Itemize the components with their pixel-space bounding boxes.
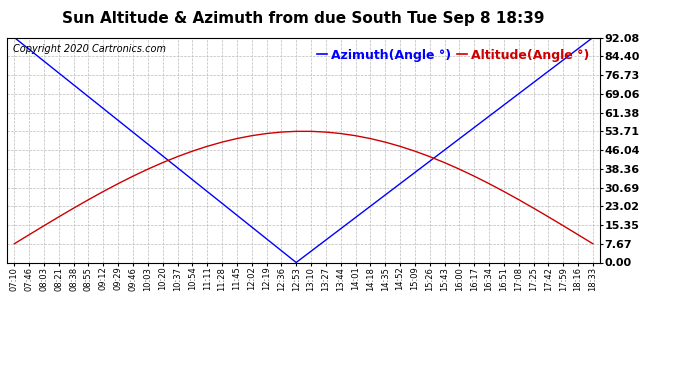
Text: Copyright 2020 Cartronics.com: Copyright 2020 Cartronics.com — [13, 44, 166, 54]
Legend: Azimuth(Angle °), Altitude(Angle °): Azimuth(Angle °), Altitude(Angle °) — [312, 44, 594, 67]
Text: Sun Altitude & Azimuth from due South Tue Sep 8 18:39: Sun Altitude & Azimuth from due South Tu… — [62, 11, 545, 26]
